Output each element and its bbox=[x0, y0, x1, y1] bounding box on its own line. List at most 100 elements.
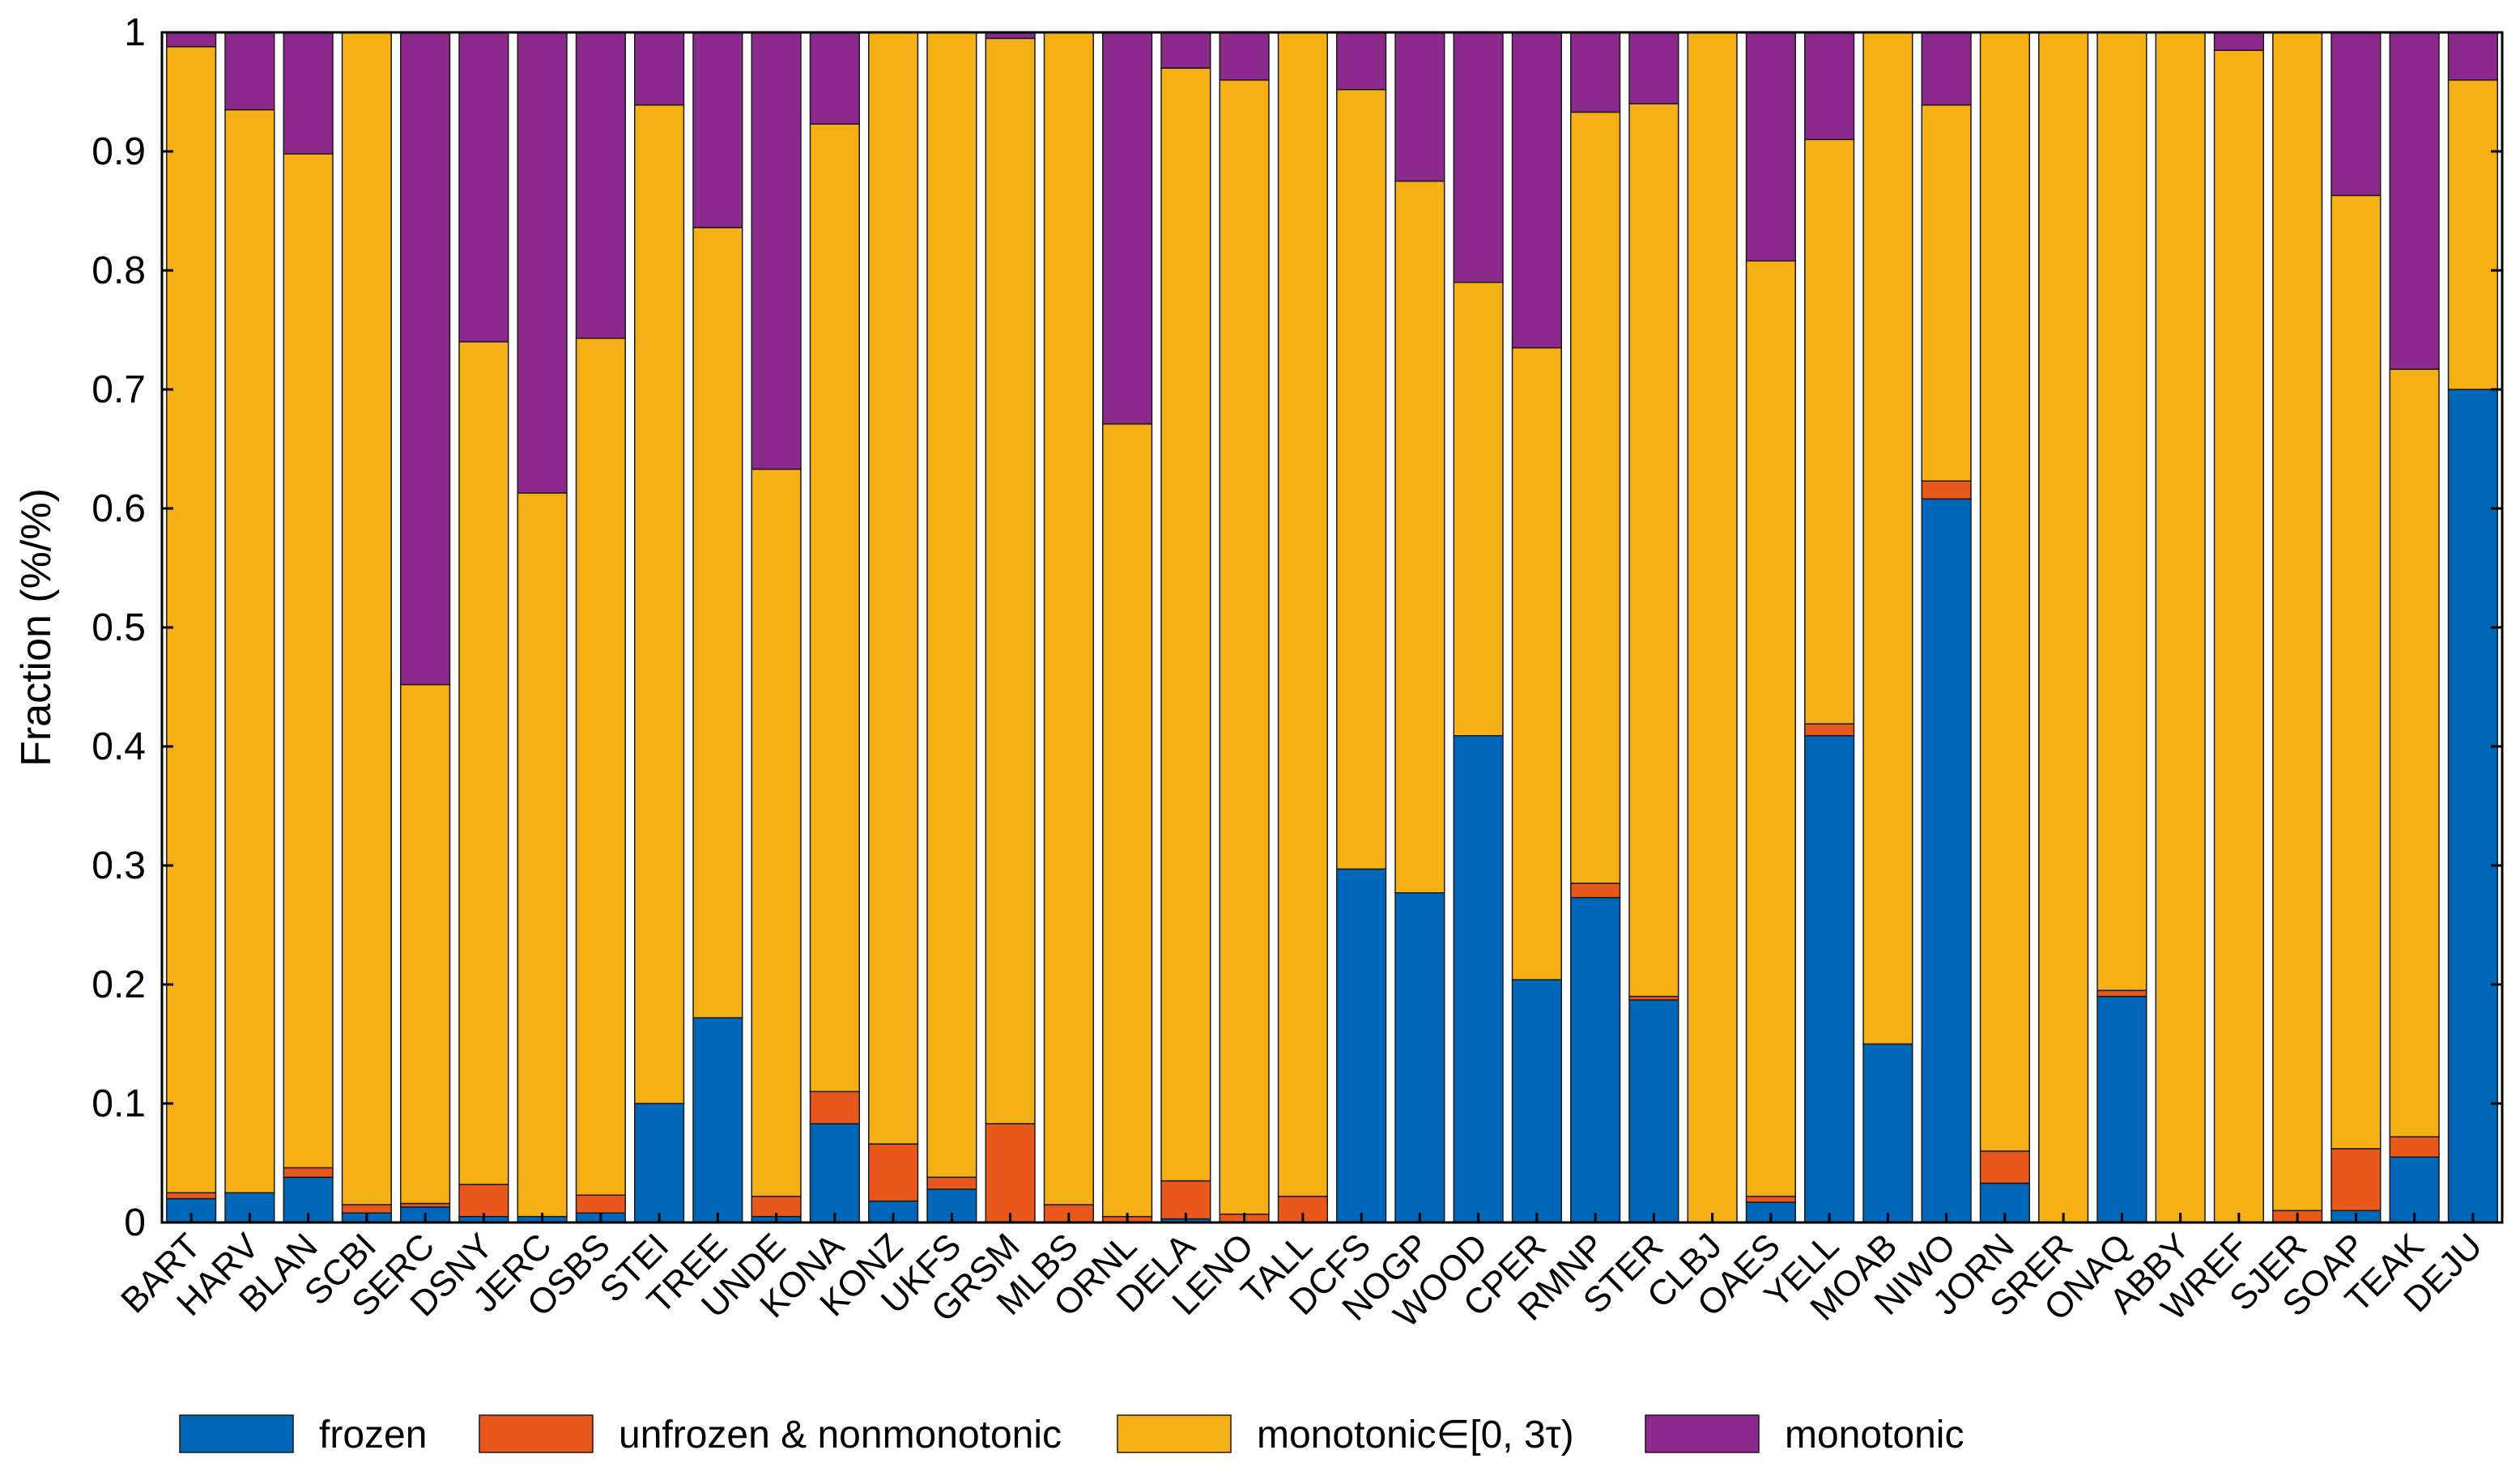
bar-segment-yell-series-0 bbox=[1804, 735, 1855, 1223]
bar-segment-onaq-series-0 bbox=[2096, 995, 2148, 1223]
bar-segment-teak-series-2 bbox=[2389, 368, 2440, 1137]
bar-segment-yell-series-3 bbox=[1804, 32, 1855, 141]
bar-segment-ster-series-0 bbox=[1628, 999, 1679, 1223]
bar-segment-jerc-series-3 bbox=[517, 32, 568, 494]
y-tick-label: 0 bbox=[124, 1201, 146, 1244]
bar-segment-srer-series-2 bbox=[2038, 32, 2089, 1223]
bar-segment-kona-series-1 bbox=[809, 1091, 860, 1125]
bar-segment-konz-series-1 bbox=[868, 1143, 919, 1202]
bar-segment-soap-series-2 bbox=[2331, 194, 2382, 1150]
legend: frozen unfrozen & nonmonotonic monotonic∈[… bbox=[179, 1414, 1964, 1456]
bar-segment-stei-series-3 bbox=[634, 32, 685, 106]
bar-segment-moab-series-2 bbox=[1862, 32, 1913, 1045]
bar-segment-dcfs-series-2 bbox=[1336, 88, 1387, 870]
bar-segment-kona-series-2 bbox=[809, 123, 860, 1093]
plot-frame bbox=[160, 31, 2504, 1224]
y-tick-label: 0.1 bbox=[92, 1082, 146, 1125]
bar-segment-cper-series-3 bbox=[1511, 32, 1562, 349]
bar-segment-rmnp-series-3 bbox=[1570, 32, 1621, 113]
bar-segment-tree-series-0 bbox=[692, 1017, 743, 1223]
bar-segment-kona-series-3 bbox=[809, 32, 860, 125]
legend-swatch-2 bbox=[1117, 1414, 1232, 1453]
legend-label-2: monotonic∈[0, 3τ) bbox=[1257, 1414, 1574, 1456]
bar-segment-ornl-series-2 bbox=[1102, 423, 1153, 1218]
bar-segment-ornl-series-3 bbox=[1102, 32, 1153, 425]
bar-segment-teak-series-0 bbox=[2389, 1156, 2440, 1223]
bar-segment-dsny-series-3 bbox=[458, 32, 509, 342]
bar-segment-blan-series-1 bbox=[283, 1167, 334, 1178]
bar-segment-oaes-series-2 bbox=[1745, 260, 1796, 1197]
y-tick-label: 0.2 bbox=[92, 963, 146, 1006]
bar-segment-dela-series-3 bbox=[1160, 32, 1211, 69]
y-tick-label: 1 bbox=[124, 11, 146, 54]
bar-segment-leno-series-3 bbox=[1219, 32, 1270, 81]
bar-segment-grsm-series-2 bbox=[985, 37, 1036, 1125]
bar-segment-teak-series-1 bbox=[2389, 1136, 2440, 1158]
legend-swatch-1 bbox=[479, 1414, 594, 1453]
legend-label-3: monotonic bbox=[1785, 1414, 1964, 1456]
bar-segment-stei-series-0 bbox=[634, 1103, 685, 1223]
legend-swatch-3 bbox=[1645, 1414, 1760, 1453]
bar-segment-konz-series-2 bbox=[868, 32, 919, 1145]
y-tick-label: 0.8 bbox=[92, 249, 146, 292]
bar-segment-yell-series-1 bbox=[1804, 723, 1855, 737]
bar-segment-harv-series-2 bbox=[224, 108, 275, 1193]
bar-segment-osbs-series-2 bbox=[575, 338, 626, 1196]
bar-segment-jorn-series-1 bbox=[1979, 1150, 2030, 1184]
bar-segment-nogp-series-2 bbox=[1394, 181, 1445, 894]
bar-segment-dela-series-2 bbox=[1160, 67, 1211, 1182]
bar-segment-niwo-series-3 bbox=[1921, 32, 1972, 106]
bar-segment-dsny-series-2 bbox=[458, 341, 509, 1185]
bar-segment-dcfs-series-0 bbox=[1336, 868, 1387, 1223]
legend-label-0: frozen bbox=[319, 1414, 427, 1456]
bar-segment-tall-series-2 bbox=[1277, 32, 1328, 1197]
bar-segment-clbj-series-2 bbox=[1687, 32, 1738, 1223]
bar-segment-niwo-series-2 bbox=[1921, 104, 1972, 482]
bar-segment-dela-series-1 bbox=[1160, 1180, 1211, 1220]
bar-segment-unde-series-2 bbox=[751, 468, 802, 1197]
legend-swatch-0 bbox=[179, 1414, 294, 1453]
y-tick-label: 0.7 bbox=[92, 368, 146, 411]
bar-segment-blan-series-2 bbox=[283, 153, 334, 1169]
bar-segment-rmnp-series-2 bbox=[1570, 111, 1621, 884]
bar-segment-nogp-series-0 bbox=[1394, 892, 1445, 1223]
bar-segment-deju-series-0 bbox=[2447, 389, 2498, 1223]
bar-segment-ukfs-series-1 bbox=[926, 1176, 977, 1190]
bar-segment-nogp-series-3 bbox=[1394, 32, 1445, 182]
bar-segment-mlbs-series-2 bbox=[1043, 32, 1094, 1205]
bar-segment-grsm-series-1 bbox=[985, 1123, 1036, 1223]
bar-segment-oaes-series-3 bbox=[1745, 32, 1796, 262]
bar-segment-ster-series-2 bbox=[1628, 103, 1679, 997]
bar-segment-ukfs-series-2 bbox=[926, 32, 977, 1178]
bar-segment-teak-series-3 bbox=[2389, 32, 2440, 370]
bar-segment-bart-series-2 bbox=[166, 45, 217, 1193]
bar-segment-yell-series-2 bbox=[1804, 138, 1855, 725]
y-axis-title: Fraction (%/%) bbox=[13, 488, 60, 767]
bar-segment-leno-series-2 bbox=[1219, 79, 1270, 1215]
bar-segment-niwo-series-0 bbox=[1921, 498, 1972, 1223]
bar-segment-scbi-series-2 bbox=[341, 32, 392, 1205]
bar-segment-dsny-series-1 bbox=[458, 1184, 509, 1218]
bar-segment-osbs-series-3 bbox=[575, 32, 626, 339]
bar-segment-rmnp-series-1 bbox=[1570, 882, 1621, 899]
bar-segment-deju-series-3 bbox=[2447, 32, 2498, 81]
bar-segment-tree-series-2 bbox=[692, 227, 743, 1018]
bar-segment-bart-series-3 bbox=[166, 32, 217, 48]
bar-segment-kona-series-0 bbox=[809, 1123, 860, 1223]
bar-segment-cper-series-2 bbox=[1511, 347, 1562, 980]
bar-segment-wood-series-3 bbox=[1453, 32, 1504, 283]
bar-segment-blan-series-3 bbox=[283, 32, 334, 155]
bars-layer bbox=[166, 32, 2498, 1223]
bar-segment-wref-series-3 bbox=[2213, 32, 2264, 51]
bar-segment-sjer-series-2 bbox=[2272, 32, 2323, 1212]
bar-segment-soap-series-3 bbox=[2331, 32, 2382, 197]
bar-segment-moab-series-0 bbox=[1862, 1043, 1913, 1223]
y-tick-label: 0.3 bbox=[92, 844, 146, 887]
bar-segment-osbs-series-1 bbox=[575, 1194, 626, 1214]
bar-segment-cper-series-0 bbox=[1511, 979, 1562, 1223]
bar-segment-wood-series-2 bbox=[1453, 281, 1504, 737]
bar-segment-harv-series-3 bbox=[224, 32, 275, 111]
bar-segment-serc-series-3 bbox=[400, 32, 451, 686]
bar-segment-soap-series-1 bbox=[2331, 1148, 2382, 1212]
bar-segment-scbi-series-1 bbox=[341, 1204, 392, 1214]
